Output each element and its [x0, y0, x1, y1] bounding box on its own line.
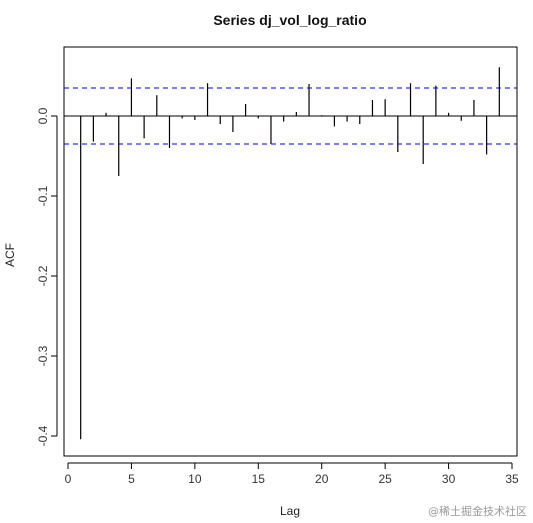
y-axis: -0.4 -0.3 -0.2 -0.1 0.0 — [36, 107, 58, 446]
y-tick-label: -0.3 — [36, 345, 50, 366]
x-tick-label: 30 — [442, 472, 456, 486]
x-tick-label: 20 — [315, 472, 329, 486]
x-tick-label: 10 — [188, 472, 202, 486]
x-tick-label: 0 — [65, 472, 72, 486]
x-tick-label: 35 — [505, 472, 519, 486]
x-axis: 0 5 10 15 20 25 30 35 — [65, 462, 519, 486]
x-tick-label: 5 — [128, 472, 135, 486]
chart-title: Series dj_vol_log_ratio — [213, 12, 366, 28]
y-tick-label: -0.2 — [36, 265, 50, 286]
x-tick-label: 25 — [378, 472, 392, 486]
y-tick-label: -0.4 — [36, 425, 50, 446]
plot-frame — [63, 46, 518, 457]
y-axis-label: ACF — [3, 243, 17, 267]
acf-bars — [64, 67, 517, 440]
watermark: @稀土掘金技术社区 — [428, 505, 527, 518]
x-axis-label: Lag — [280, 504, 300, 518]
confidence-bands — [64, 87, 517, 145]
y-tick-label: 0.0 — [36, 107, 50, 124]
x-tick-label: 15 — [252, 472, 266, 486]
y-tick-label: -0.1 — [36, 185, 50, 206]
